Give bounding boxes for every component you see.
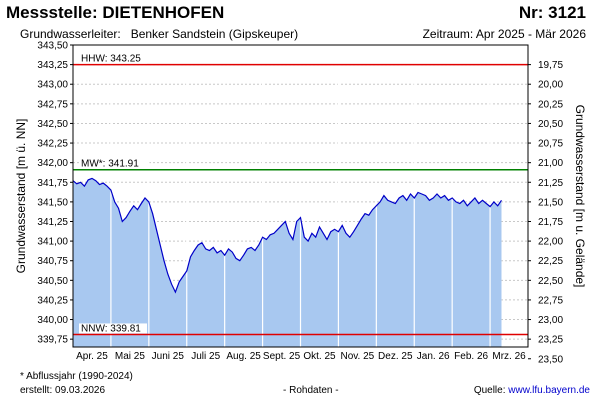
aquifer-label: Grundwasserleiter: Benker Sandstein (Gip… [20,27,299,41]
y-right-tick-label: 21,50 [538,197,563,208]
station-title: Messstelle: DIETENHOFEN [6,3,225,22]
series-line [72,177,502,294]
y-axis-title-right: Grundwasserstand [m u. Gelände] [573,105,587,288]
y-tick-label: 341,75 [37,178,68,189]
y-tick-label: 342,25 [37,139,68,150]
y-tick-label: 340,00 [37,315,68,326]
y-tick-label: 340,50 [37,276,68,287]
x-tick-label: Mai 25 [115,351,145,362]
source-prefix: Quelle: [473,385,509,396]
series-area [73,178,502,347]
x-tick-label: Sept. 25 [263,351,301,362]
y-right-tick-label: 20,50 [538,119,563,130]
y-tick-label: 342,50 [37,119,68,130]
reference-label: NNW: 339.81 [81,323,141,334]
x-tick-label: Juli 25 [191,351,220,362]
x-tick-label: Jan. 26 [417,351,450,362]
y-right-tick-label: 21,25 [538,178,563,189]
y-tick-label: 343,25 [37,60,68,71]
plot-border [72,44,529,348]
source-credit: Quelle: www.lfu.bayern.de [474,385,590,396]
y-tick-label: 339,75 [37,335,68,346]
y-right-tick-label: 20,25 [538,99,563,110]
y-tick-label: 341,50 [37,197,68,208]
y-tick-label: 343,00 [37,80,68,91]
x-tick-label: Apr. 25 [76,351,108,362]
y-right-tick-label: 19,75 [538,60,563,71]
y-right-tick-label: 23,50 [538,354,563,365]
y-tick-label: 341,25 [37,217,68,228]
y-tick-label: 342,00 [37,158,68,169]
y-right-tick-label: 21,75 [538,217,563,228]
x-tick-label: Aug. 25 [226,351,261,362]
y-right-tick-label: 23,00 [538,315,563,326]
x-tick-label: Dez. 25 [378,351,413,362]
y-tick-label: 342,75 [37,99,68,110]
y-tick-label: 343,50 [37,41,68,52]
x-tick-label: Nov. 25 [341,351,375,362]
y-right-tick-label: 22,25 [538,256,563,267]
x-tick-label: Mrz. 26 [492,351,526,362]
y-right-tick-label: 20,75 [538,139,563,150]
y-right-tick-label: 22,00 [538,237,563,248]
rawdata-label: - Rohdaten - [283,385,339,396]
y-tick-label: 340,25 [37,295,68,306]
x-tick-label: Okt. 25 [303,351,336,362]
reference-label-bg [79,323,147,334]
station-number: Nr: 3121 [518,3,586,22]
period-label: Zeitraum: Apr 2025 - Mär 2026 [422,27,586,41]
reference-label-bg [79,158,147,169]
reference-label: MW*: 341.91 [81,159,139,170]
y-right-tick-label: 23,25 [538,335,563,346]
y-axis-title-left: Grundwasserstand [m ü. NN] [14,119,28,274]
y-right-tick-label: 22,50 [538,276,563,287]
reference-label-bg [79,53,147,64]
x-tick-label: Juni 25 [152,351,185,362]
y-right-tick-label: 21,00 [538,158,563,169]
footnote: * Abflussjahr (1990-2024) [20,371,133,382]
y-tick-label: 341,00 [37,237,68,248]
y-tick-label: 340,75 [37,256,68,267]
y-right-tick-label: 20,00 [538,80,563,91]
created-date: erstellt: 09.03.2026 [20,385,106,396]
reference-label: HHW: 343.25 [81,54,141,65]
source-link[interactable]: www.lfu.bayern.de [508,385,590,396]
y-right-tick-label: 22,75 [538,295,563,306]
x-tick-label: Feb. 26 [454,351,488,362]
